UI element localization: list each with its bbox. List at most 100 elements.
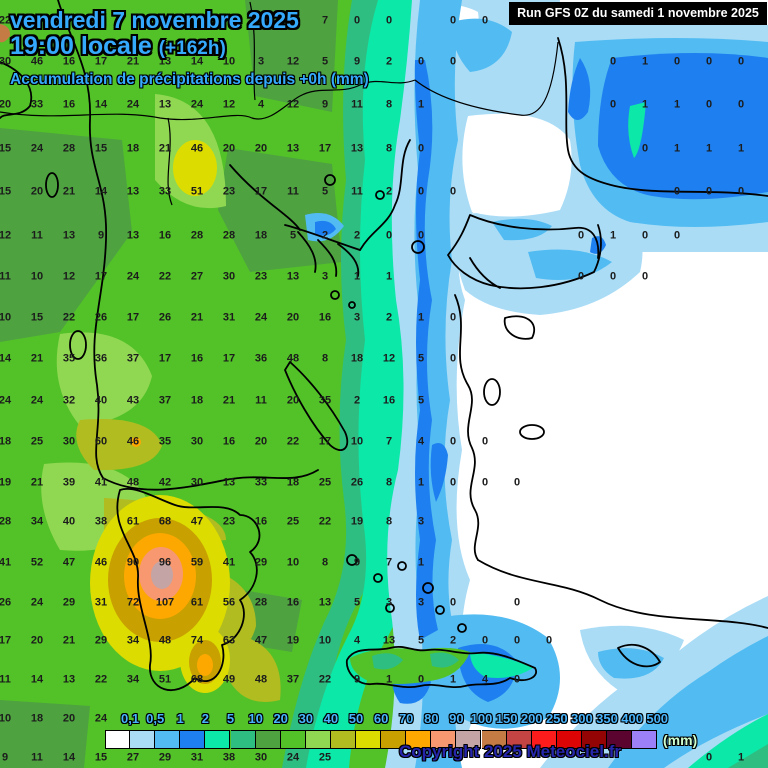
grid-value: 21	[30, 476, 44, 489]
grid-value: 1	[449, 673, 457, 686]
grid-value: 3	[289, 14, 297, 27]
grid-value: 13	[158, 98, 172, 111]
grid-value: 38	[94, 515, 108, 528]
grid-value: 49	[222, 673, 236, 686]
grid-value: 26	[158, 311, 172, 324]
parameter-title: Accumulation de précipitations depuis +0…	[10, 71, 369, 89]
grid-value: 13	[286, 270, 300, 283]
grid-value: 0	[577, 270, 585, 283]
grid-value: 16	[318, 311, 332, 324]
grid-value: 3	[417, 515, 425, 528]
grid-value: 18	[126, 142, 140, 155]
grid-value: 16	[382, 394, 396, 407]
grid-value: 0	[673, 229, 681, 242]
grid-value: 52	[30, 556, 44, 569]
grid-value: 25	[318, 751, 332, 764]
grid-value: 13	[350, 142, 364, 155]
grid-value: 13	[126, 185, 140, 198]
grid-value: 2	[449, 634, 457, 647]
grid-value: 31	[94, 596, 108, 609]
grid-value: 0	[449, 352, 457, 365]
grid-value: 18	[254, 229, 268, 242]
grid-value: 22	[318, 515, 332, 528]
grid-value: 15	[94, 142, 108, 155]
grid-value: 22	[286, 435, 300, 448]
grid-value: 33	[254, 476, 268, 489]
grid-value: 16	[62, 98, 76, 111]
grid-value: 59	[190, 556, 204, 569]
grid-value: 9	[353, 673, 361, 686]
forecast-hour: (+162h)	[158, 38, 226, 60]
grid-value: 20	[222, 142, 236, 155]
grid-value: 1	[673, 98, 681, 111]
grid-value: 0	[737, 55, 745, 68]
grid-value: 0	[449, 55, 457, 68]
grid-value: 13	[222, 476, 236, 489]
grid-value: 7	[385, 435, 393, 448]
grid-value: 5	[417, 634, 425, 647]
grid-value: 0	[705, 55, 713, 68]
grid-value: 0	[449, 596, 457, 609]
grid-value: 33	[30, 98, 44, 111]
grid-value: 29	[62, 596, 76, 609]
grid-value: 11	[351, 185, 363, 198]
grid-value: 0	[737, 98, 745, 111]
grid-value: 24	[30, 394, 44, 407]
grid-value: 107	[155, 596, 175, 609]
grid-value: 11	[0, 673, 11, 686]
grid-value: 3	[257, 55, 265, 68]
grid-value: 0	[481, 435, 489, 448]
grid-value: 35	[62, 352, 76, 365]
grid-value: 37	[126, 352, 140, 365]
grid-value: 14	[0, 352, 12, 365]
grid-value: 4	[481, 673, 489, 686]
grid-value: 18	[190, 394, 204, 407]
copyright-text: Copyright 2025 Meteociel.fr	[398, 742, 621, 761]
grid-value: 30	[190, 476, 204, 489]
grid-value: 0	[449, 311, 457, 324]
grid-value: 9	[321, 98, 329, 111]
grid-value: 13	[62, 673, 76, 686]
grid-value: 8	[385, 515, 393, 528]
grid-value: 36	[94, 352, 108, 365]
grid-value: 11	[31, 229, 43, 242]
grid-value: 15	[94, 751, 108, 764]
grid-value: 35	[318, 394, 332, 407]
grid-value: 33	[158, 185, 172, 198]
grid-value: 51	[190, 185, 204, 198]
grid-value: 28	[254, 596, 268, 609]
grid-value: 30	[0, 55, 12, 68]
grid-value: 24	[190, 98, 204, 111]
grid-value: 0	[609, 55, 617, 68]
grid-value: 8	[321, 352, 329, 365]
grid-value: 15	[30, 311, 44, 324]
grid-value: 48	[254, 673, 268, 686]
grid-value: 0	[417, 229, 425, 242]
grid-value: 72	[126, 596, 140, 609]
grid-value: 30	[222, 270, 236, 283]
time-label: 19:00 locale	[10, 32, 152, 61]
grid-value: 17	[254, 185, 268, 198]
grid-value: 23	[222, 515, 236, 528]
grid-value: 17	[222, 352, 236, 365]
grid-value: 10	[0, 712, 12, 725]
grid-value: 19	[350, 515, 364, 528]
grid-value: 22	[0, 14, 12, 27]
grid-value: 3	[321, 270, 329, 283]
grid-value: 30	[62, 435, 76, 448]
map-coastlines	[0, 0, 768, 692]
grid-value: 16	[62, 55, 76, 68]
grid-value: 0	[353, 14, 361, 27]
grid-value: 20	[286, 311, 300, 324]
grid-value: 15	[0, 142, 12, 155]
grid-value: 10	[0, 311, 12, 324]
grid-value: 61	[190, 596, 204, 609]
time-title: 19:00 locale (+162h)	[10, 33, 369, 59]
grid-value: 0	[513, 673, 521, 686]
grid-value: 1	[417, 311, 425, 324]
grid-value: 28	[0, 515, 12, 528]
grid-value: 24	[0, 394, 12, 407]
grid-value: 46	[126, 435, 140, 448]
grid-value: 68	[158, 515, 172, 528]
